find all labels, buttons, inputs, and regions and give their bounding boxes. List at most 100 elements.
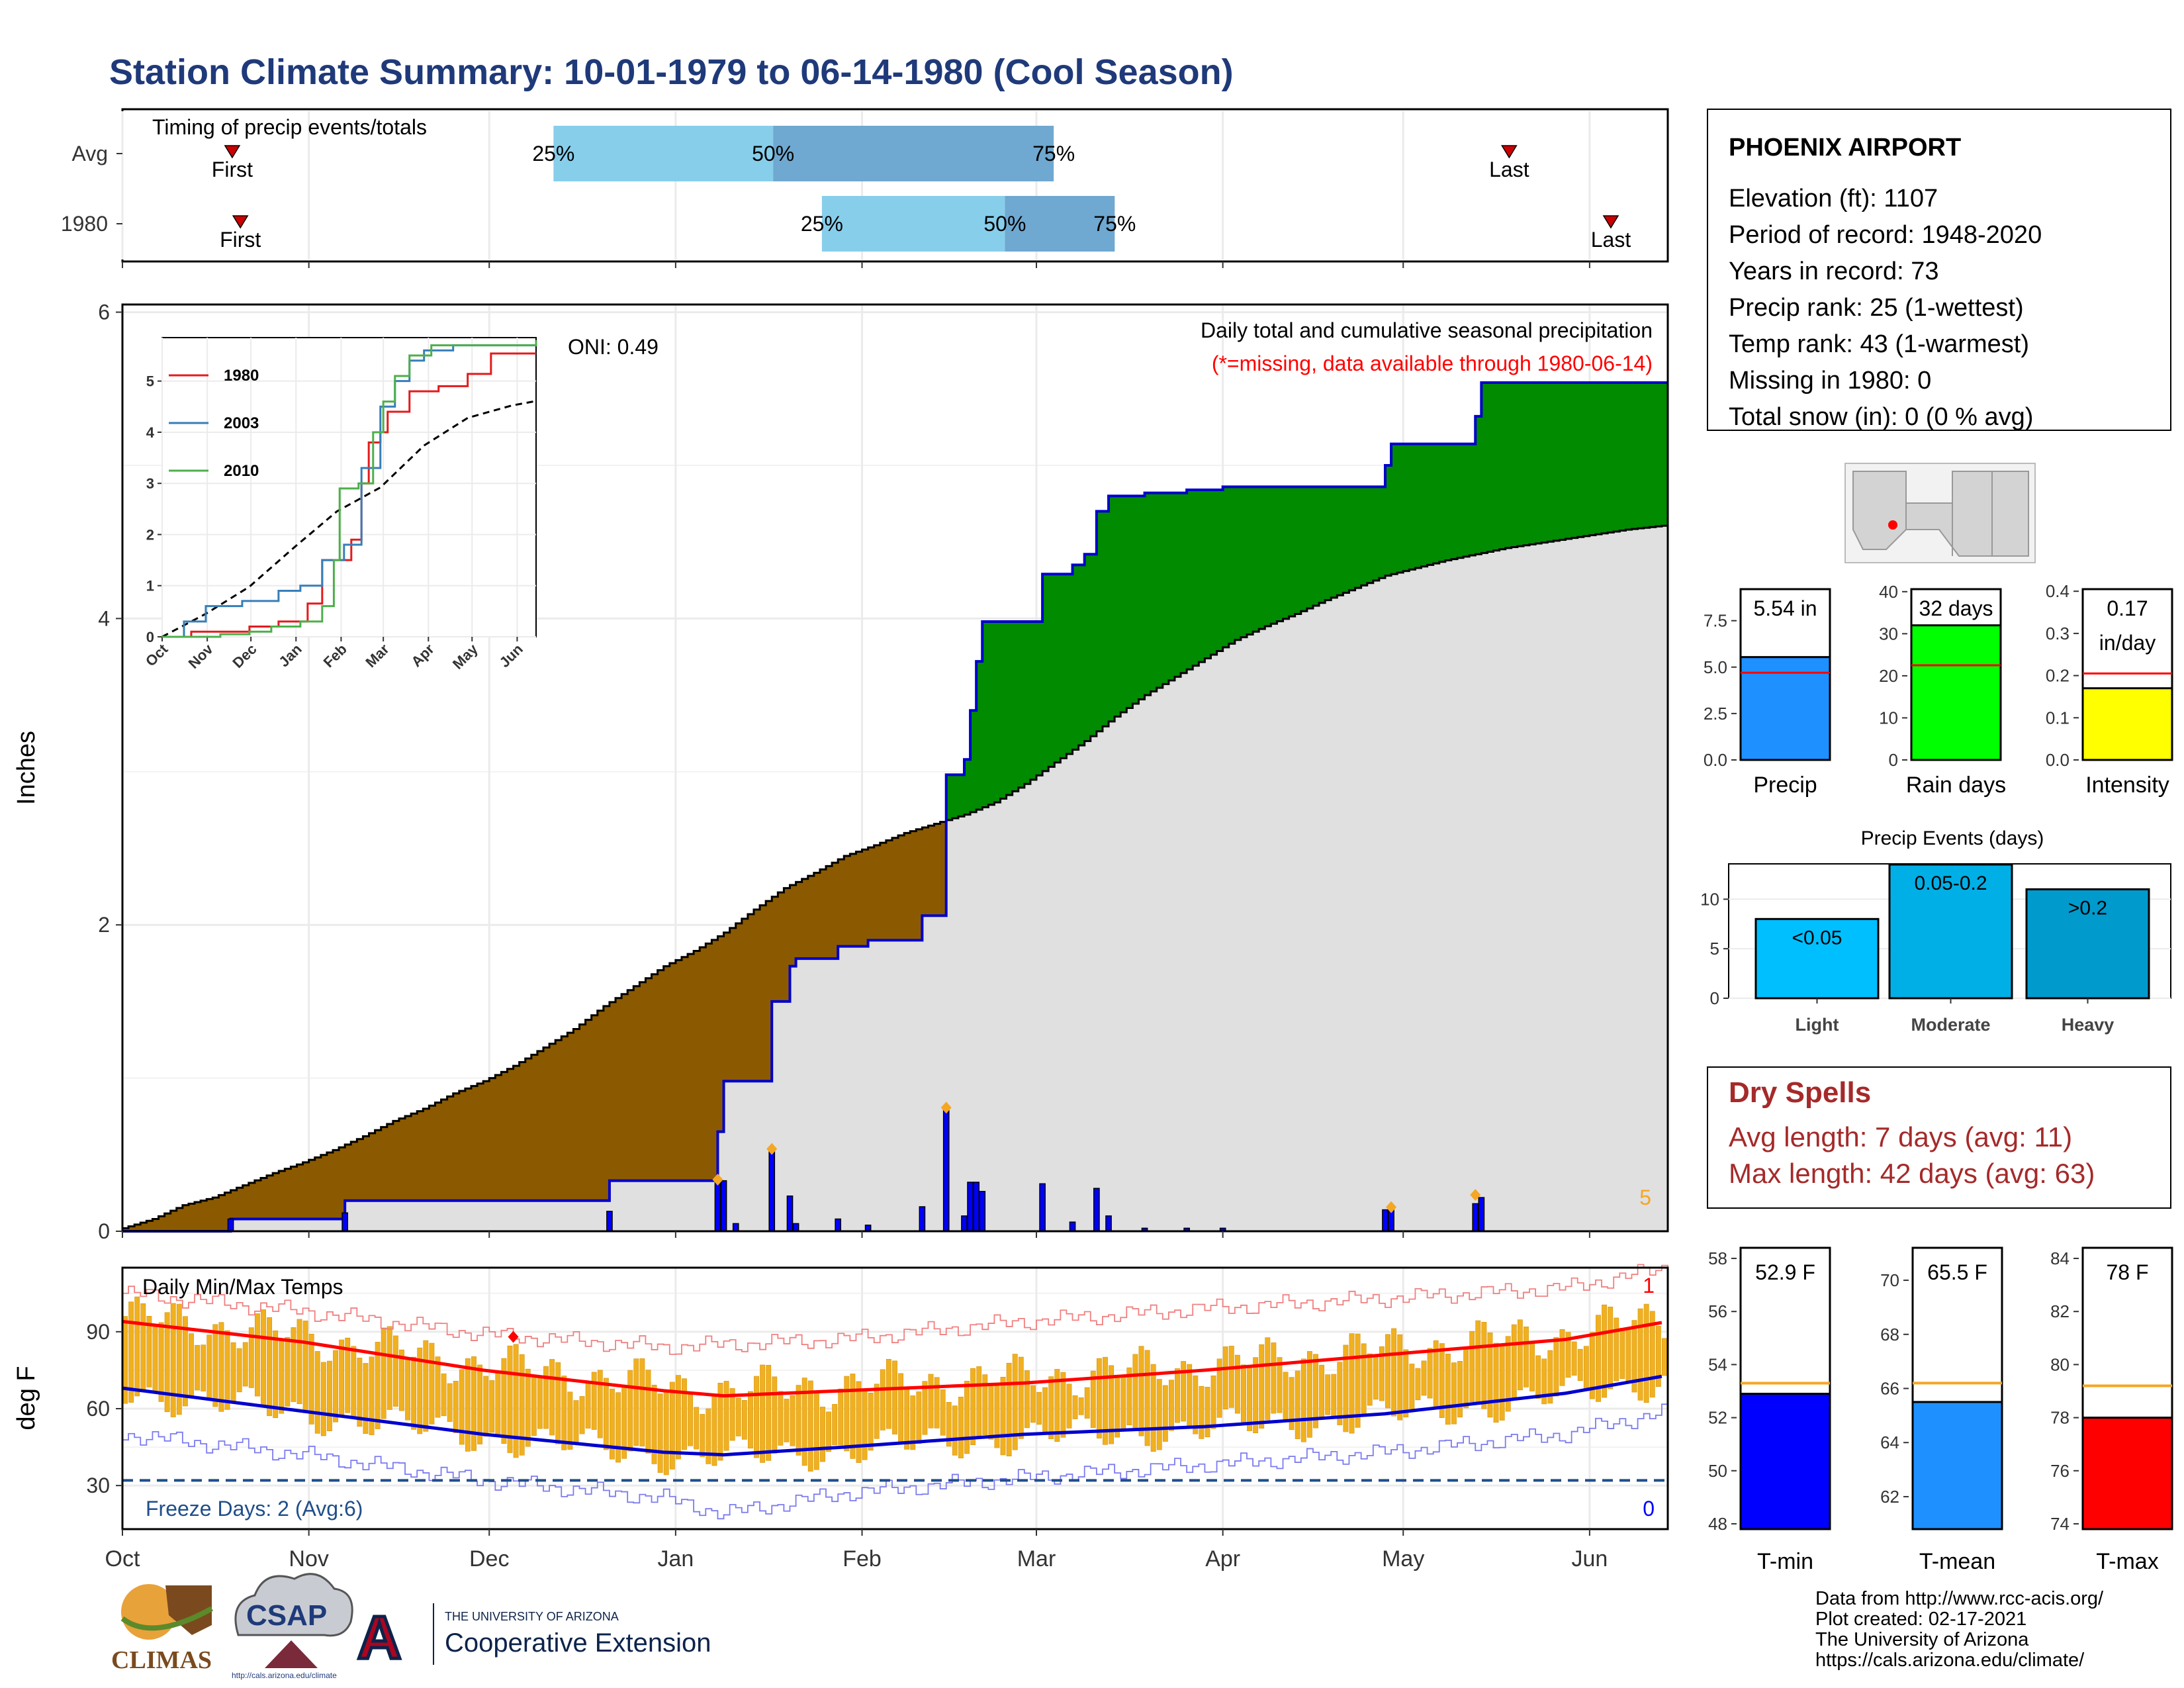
freeze-days-label: Freeze Days: 2 (Avg:6): [146, 1497, 363, 1521]
temp-bar-y-tick-label: 52: [1708, 1408, 1727, 1428]
timing-bars: 25% 50% 75% First Last 25% 50% 75% First Last: [212, 126, 1631, 252]
inset-legend-label: 1980: [224, 367, 259, 385]
summary-bar-y-tick-label: 2.5: [1704, 704, 1727, 724]
temp-bar-y-tick-label: 70: [1880, 1270, 1899, 1290]
oni-label: ONI: 0.49: [568, 335, 659, 359]
temps-panel: 30 60 90 deg F Daily Min/Max Temps Freeze …: [13, 1264, 1669, 1530]
events-bar-label: >0.2: [2068, 897, 2107, 919]
precip-events-chart: Precip Events (days) 0 5 10 <0.05 Light 0.05-0…: [1700, 827, 2171, 1035]
inset-y-tick-label: 0: [146, 629, 154, 645]
summary-bars: 5.54 in 0.0 2.5 5.0 7.5 Precip 32 days 0 10 20 30 4…: [1704, 581, 2173, 798]
dry-spells-frame: [1707, 1066, 2171, 1209]
inset-y-tick-label: 4: [146, 424, 155, 441]
timing-marker-label: Last: [1591, 228, 1631, 252]
credit-plot-created: Plot created: 02-17-2021: [1815, 1609, 2026, 1630]
climas-logo: CLIMAS: [111, 1584, 213, 1674]
temps-title: Daily Min/Max Temps: [142, 1275, 343, 1299]
inset-series-line-2010: [162, 340, 537, 638]
month-x-tick-label: May: [1382, 1546, 1424, 1571]
ua-logo-letter: A: [357, 1604, 401, 1671]
page-title: Station Climate Summary: 10-01-1979 to 0…: [109, 52, 1234, 92]
inset-frame: [161, 337, 537, 637]
precip-missing-note: (*=missing, data available through 1980-…: [1212, 352, 1653, 375]
temps-count-bottom: 0: [1643, 1497, 1655, 1521]
timing-bar-50-75: [773, 126, 1054, 181]
temp-bar-y-tick-label: 64: [1880, 1432, 1899, 1452]
summary-bar-value-label: 32 days: [1919, 596, 1993, 620]
temp-bar-category-label: T-max: [2096, 1549, 2158, 1574]
month-x-tick-label: Nov: [289, 1546, 328, 1571]
inset-y-tick-label: 1: [146, 578, 154, 594]
events-bar: [1888, 863, 2013, 1000]
precip-record-diamond: [1470, 1189, 1481, 1201]
timing-bar-25-50: [821, 196, 1005, 252]
events-x-tick-label: Light: [1796, 1015, 1839, 1035]
ua-logo-big-text: Cooperative Extension: [445, 1628, 711, 1658]
precip-daily-bar: [961, 1215, 968, 1232]
precip-daily-bar: [1105, 1215, 1112, 1232]
timing-marker-triangle: [1501, 145, 1518, 159]
temp-bar-value: [2081, 1417, 2173, 1530]
summary-bar-value-label-2: in/day: [2099, 631, 2156, 655]
temp-bar-y-tick-label: 68: [1880, 1325, 1899, 1344]
timing-row-label-1980: 1980: [61, 212, 108, 236]
month-x-tick-label: Oct: [105, 1546, 140, 1571]
temperature-summary-bars: 52.9 F 48 50 52 54 56 58 T-min 65.5 F 62 64 66 68 70 T…: [1708, 1246, 2173, 1574]
station-line-missing: Missing in 1980: 0: [1729, 367, 1931, 395]
timing-percentile-label: 25%: [801, 212, 843, 236]
timing-percentile-label: 50%: [752, 142, 794, 165]
dry-spells-box: Dry Spells Avg length: 7 days (avg: 11) …: [1707, 1066, 2171, 1209]
summary-bar-category-label: Rain days: [1906, 773, 2006, 798]
temp-bar-category-label: T-mean: [1919, 1549, 1995, 1574]
temps-y-tick-label: 60: [86, 1397, 110, 1421]
precip-panel-frame: [121, 303, 1669, 1233]
climas-logo-mark: [165, 1585, 212, 1635]
precip-daily-bar: [341, 1212, 349, 1232]
summary-bar-value: [2081, 687, 2173, 761]
precip-legend-title: Daily total and cumulative seasonal prec…: [1201, 318, 1653, 342]
precip-daily-bar: [732, 1223, 739, 1232]
station-line-period: Period of record: 1948-2020: [1729, 221, 2042, 249]
temp-bar-y-tick-label: 58: [1708, 1248, 1727, 1268]
temp-bar-value: [1911, 1401, 2003, 1530]
summary-bar-value: [1910, 624, 2002, 761]
month-x-tick-label: Mar: [1017, 1546, 1056, 1571]
precip-y-axis: 0 2 4 6: [98, 301, 1590, 1243]
events-x-tick-label: Heavy: [2062, 1015, 2115, 1035]
dry-spells-title: Dry Spells: [1729, 1076, 1871, 1109]
inset-legend-label: 2010: [224, 462, 259, 480]
events-bar-label: 0.05-0.2: [1914, 872, 1987, 894]
precip-daily-bar: [1093, 1188, 1100, 1232]
summary-bar-y-tick-label: 5.0: [1704, 657, 1727, 677]
summary-bar-y-tick-label: 0.2: [2046, 666, 2070, 686]
precip-y-tick-label: 4: [98, 606, 110, 630]
summary-bar-y-tick-label: 30: [1879, 624, 1898, 643]
csap-logo-url: http://cals.arizona.edu/climate: [232, 1671, 337, 1680]
precip-daily-bar: [979, 1191, 986, 1232]
temp-bar-y-tick-label: 82: [2050, 1301, 2070, 1321]
csap-logo: CSAP http://cals.arizona.edu/climate: [232, 1573, 353, 1680]
inset-legend-label: 2003: [224, 414, 259, 432]
temp-bar-value: [1739, 1393, 1831, 1530]
summary-bar-y-tick-label: 0.1: [2046, 708, 2070, 727]
temps-record-diamond: [508, 1331, 519, 1343]
summary-bar-category-label: Precip: [1753, 773, 1817, 798]
events-bar: [2025, 888, 2150, 1000]
timing-marker-triangle: [224, 145, 241, 159]
summary-bar-y-tick-label: 0.4: [2046, 581, 2070, 601]
summary-bar-y-tick-label: 0.3: [2046, 624, 2070, 643]
temp-bar-value-label: 65.5 F: [1927, 1260, 1987, 1284]
station-line-elevation: Elevation (ft): 1107: [1729, 185, 1938, 212]
summary-bar-y-tick-label: 40: [1879, 582, 1898, 602]
timing-percentile-label: 25%: [532, 142, 574, 165]
precip-record-diamond: [940, 1102, 952, 1114]
ua-logo-small-text: THE UNIVERSITY OF ARIZONA: [445, 1610, 619, 1623]
summary-bar-y-tick-label: 0.0: [2046, 750, 2070, 770]
inset-average-line: [161, 400, 537, 638]
timing-row-label-avg: Avg: [71, 142, 108, 165]
inset-series-line-2003: [162, 342, 537, 638]
precip-daily-bar: [786, 1196, 794, 1232]
temps-lines: [122, 1264, 1668, 1520]
precip-record-diamond: [712, 1173, 723, 1186]
temp-bar-y-tick-label: 80: [2050, 1354, 2070, 1374]
